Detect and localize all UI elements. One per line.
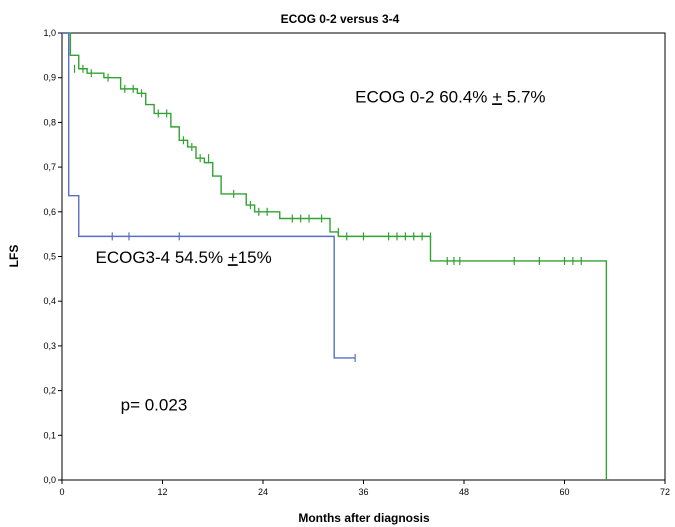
y-axis-label: LFS <box>7 245 21 268</box>
y-tick-label: 0,0 <box>43 475 56 485</box>
annotation-layer: ECOG 0-2 60.4% + 5.7% ECOG3-4 54.5% +15% p… <box>96 87 546 414</box>
x-tick-label: 12 <box>157 487 167 497</box>
x-tick-label: 36 <box>358 487 368 497</box>
y-tick-label: 1,0 <box>43 28 56 38</box>
y-tick-label: 0,7 <box>43 162 56 172</box>
y-tick-label: 0,8 <box>43 117 56 127</box>
chart-title: ECOG 0-2 versus 3-4 <box>281 12 400 26</box>
x-tick-label: 0 <box>59 487 64 497</box>
annotation: ECOG3-4 54.5% +15% <box>96 248 272 267</box>
y-tick-label: 0,1 <box>43 430 56 440</box>
series-layer <box>62 32 608 480</box>
y-tick-label: 0,2 <box>43 386 56 396</box>
x-tick-label: 60 <box>559 487 569 497</box>
x-tick-label: 72 <box>660 487 670 497</box>
y-tick-label: 0,3 <box>43 341 56 351</box>
annotation: p= 0.023 <box>121 396 188 415</box>
x-axis-label: Months after diagnosis <box>298 511 430 525</box>
y-tick-label: 0,9 <box>43 73 56 83</box>
series-step-line <box>62 32 356 359</box>
series-0 <box>62 32 608 480</box>
x-axis: 0 12 24 36 48 60 72 <box>59 480 670 497</box>
y-axis: 0,0 0,1 0,2 0,3 0,4 0,5 0,6 0,7 0,8 0,9 1,0 <box>43 28 62 485</box>
x-tick-label: 24 <box>258 487 268 497</box>
x-tick-label: 48 <box>459 487 469 497</box>
y-tick-label: 0,4 <box>43 296 56 306</box>
annotation: ECOG 0-2 60.4% + 5.7% <box>355 87 545 106</box>
series-1 <box>62 32 356 362</box>
y-tick-label: 0,6 <box>43 207 56 217</box>
y-tick-label: 0,5 <box>43 252 56 262</box>
